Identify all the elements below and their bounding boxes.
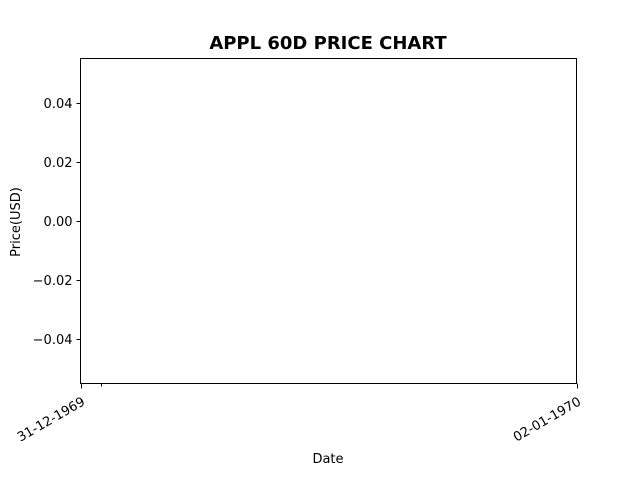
y-tick-label: 0.04 — [44, 97, 73, 112]
y-axis: 0.04 0.02 0.00 −0.02 −0.04 — [33, 97, 81, 348]
x-axis-label: Date — [312, 452, 343, 467]
y-tick-label: 0.02 — [44, 156, 73, 171]
y-axis-label: Price(USD) — [9, 187, 24, 257]
y-tick-label: 0.00 — [44, 215, 73, 230]
y-tick-label: −0.02 — [33, 274, 73, 289]
chart-title: APPL 60D PRICE CHART — [209, 33, 447, 54]
y-tick-label: −0.04 — [33, 333, 73, 348]
